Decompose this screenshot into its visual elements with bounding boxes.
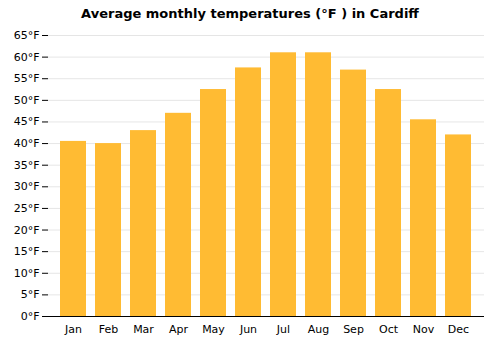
svg-text:Mar: Mar: [133, 323, 154, 336]
svg-text:35°F: 35°F: [14, 159, 40, 172]
svg-text:May: May: [202, 323, 225, 336]
svg-text:40°F: 40°F: [14, 137, 40, 150]
svg-text:Apr: Apr: [169, 323, 189, 336]
svg-text:60°F: 60°F: [14, 51, 40, 64]
svg-text:Jan: Jan: [64, 323, 82, 336]
svg-text:10°F: 10°F: [14, 267, 40, 280]
svg-text:65°F: 65°F: [14, 29, 40, 42]
svg-text:Oct: Oct: [379, 323, 399, 336]
svg-text:Aug: Aug: [308, 323, 329, 336]
svg-text:25°F: 25°F: [14, 202, 40, 215]
svg-text:30°F: 30°F: [14, 180, 40, 193]
svg-text:50°F: 50°F: [14, 94, 40, 107]
html-text:Average monthly temperatures (: Average monthly temperatures (°F ) in Ca…: [81, 6, 419, 21]
svg-text:Jul: Jul: [276, 323, 290, 336]
svg-text:Sep: Sep: [343, 323, 364, 336]
svg-text:Nov: Nov: [413, 323, 435, 336]
svg-text:55°F: 55°F: [14, 72, 40, 85]
svg-text:0°F: 0°F: [21, 310, 40, 323]
svg-text:20°F: 20°F: [14, 224, 40, 237]
svg-text:Dec: Dec: [448, 323, 469, 336]
svg-text:Jun: Jun: [239, 323, 257, 336]
svg-text:45°F: 45°F: [14, 115, 40, 128]
svg-text:5°F: 5°F: [21, 288, 40, 301]
svg-text:15°F: 15°F: [14, 245, 40, 258]
svg-text:Feb: Feb: [99, 323, 118, 336]
